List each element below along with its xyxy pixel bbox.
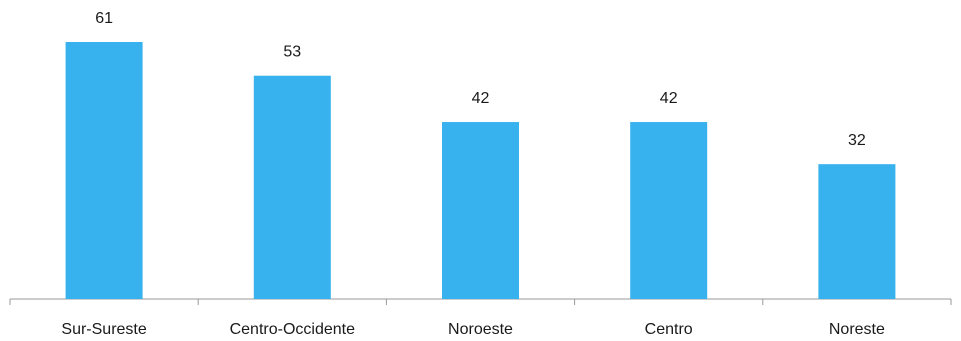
category-labels-group: Sur-Sureste Centro-Occidente Noroeste Centr… bbox=[61, 321, 885, 338]
data-label: 61 bbox=[95, 10, 113, 27]
category-label: Centro bbox=[645, 321, 693, 338]
category-label: Centro-Occidente bbox=[230, 321, 355, 338]
data-label: 32 bbox=[848, 132, 866, 149]
bars-group bbox=[65, 42, 896, 299]
bar-noroeste bbox=[442, 122, 519, 299]
bar-noreste bbox=[818, 164, 896, 299]
category-label: Sur-Sureste bbox=[61, 321, 146, 338]
data-labels-group: 61 53 42 42 32 bbox=[95, 10, 866, 149]
bar-centro-occidente bbox=[253, 75, 331, 299]
data-label: 42 bbox=[660, 90, 678, 107]
bar-centro bbox=[630, 122, 708, 299]
data-label: 53 bbox=[283, 44, 301, 61]
data-label: 42 bbox=[472, 90, 490, 107]
category-label: Noroeste bbox=[448, 321, 513, 338]
bar-sur-sureste bbox=[65, 42, 143, 299]
category-label: Noreste bbox=[829, 321, 885, 338]
x-axis-ticks bbox=[9, 299, 952, 305]
